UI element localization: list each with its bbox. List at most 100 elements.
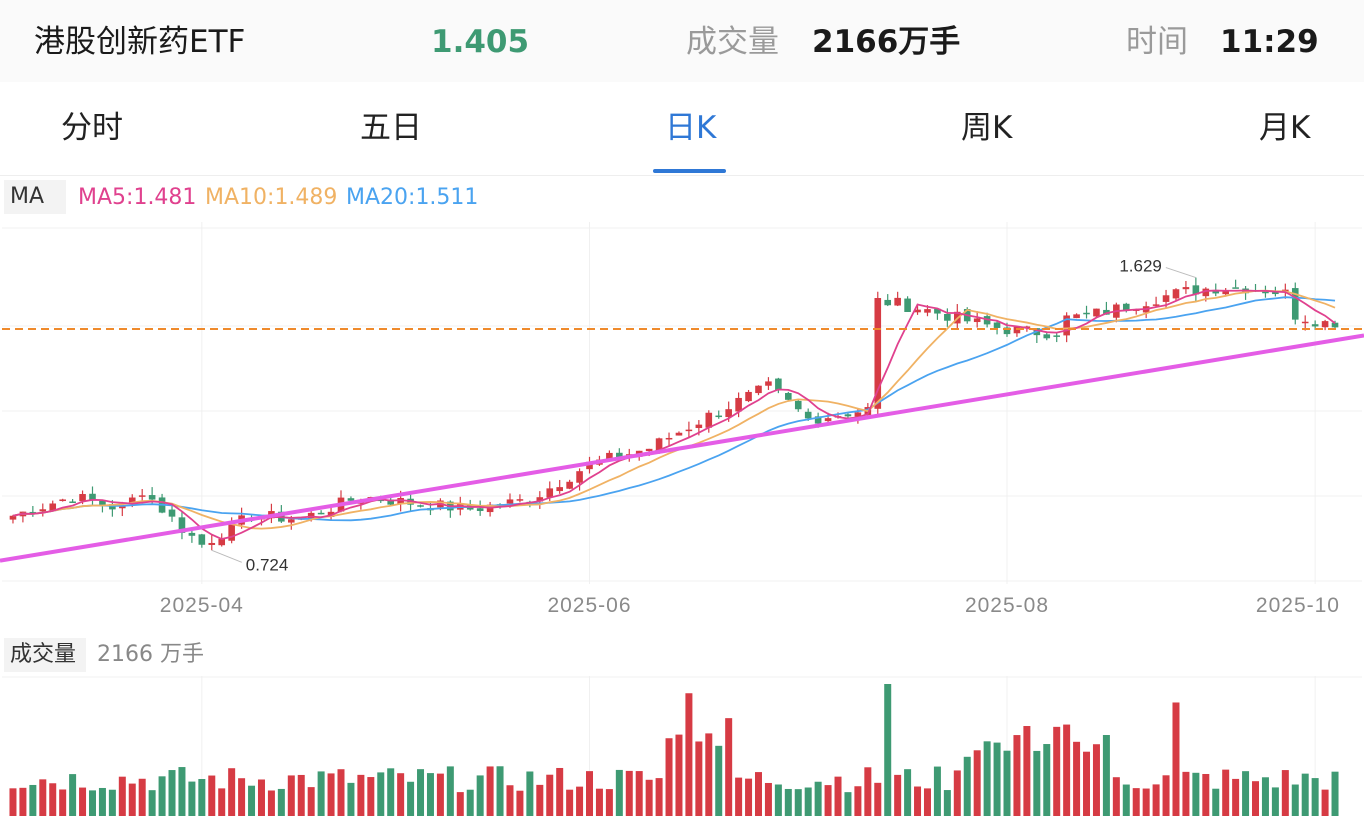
volume-bar-down [884,684,892,816]
candle-up [645,448,653,452]
candle-up [745,391,752,402]
volume-bar-up [605,789,613,816]
tab-daily-k[interactable]: 日K [665,110,717,146]
candlestick-chart[interactable]: 1.629 0.724 2025-04 2025-06 2025-08 2025-10 [0,218,1364,630]
current-price: 1.405 [431,24,530,60]
candle-down [934,308,941,314]
volume-total: 2166 万手 [97,642,204,667]
volume-bar-up [327,773,335,816]
candle-down [69,501,76,503]
volume-bar-down [148,790,156,816]
volume-bar-up [576,786,584,816]
low-label: 0.724 [246,555,289,574]
volume-bar-down [1261,777,1269,816]
volume-bar-down [943,790,951,816]
candle-up [128,497,136,504]
candle-down [775,378,782,391]
candle-down [387,499,395,505]
tab-five-day[interactable]: 五日 [360,110,422,146]
candle-down [814,416,822,424]
volume-bar-down [715,745,723,816]
volume-bar-down [904,769,912,816]
volume-bar-up [1321,789,1329,816]
volume-bar-down [188,781,196,816]
volume-bar-down [377,772,385,816]
candle-down [1103,309,1110,315]
volume-bar-down [1331,771,1339,816]
candle-up [536,497,544,502]
volume-bar-up [1281,770,1289,816]
volume-bar-up [1252,781,1260,816]
candle-up [1063,315,1070,336]
volume-bar-up [49,783,57,816]
candle-up [1152,304,1160,306]
volume-bar-down [446,766,454,816]
candle-down [417,505,424,507]
ma5-line [12,289,1336,540]
volume-bar-up [19,787,27,816]
period-tabs: 分时 五日 日K 周K 月K [0,82,1364,176]
volume-bar-up [1172,702,1180,816]
volume-bar-up [675,734,683,816]
candle-down [1262,291,1269,294]
volume-bar-up [228,768,236,816]
volume-bar-down [1192,772,1200,816]
candle-up [218,538,226,546]
tab-monthly-k[interactable]: 月K [1259,110,1311,146]
volume-bar-down [1212,788,1220,816]
volume-bar-down [178,767,186,816]
time-label: 时间 [1126,24,1188,60]
candle-up [1222,290,1229,295]
volume-bar-up [307,787,315,816]
volume-bar-up [536,784,544,816]
candle-up [566,481,573,489]
volume-chart[interactable] [0,676,1364,834]
volume-bar-up [486,766,494,816]
candle-up [119,505,126,509]
candle-up [655,438,663,452]
candle-up [765,381,772,386]
volume-bar-down [88,790,96,816]
candle-up [228,521,235,541]
candle-up [755,385,762,394]
candle-up [39,509,47,512]
volume-bar-down [1043,744,1051,816]
candle-down [1311,324,1319,327]
moving-averages [12,289,1336,540]
volume-selector[interactable]: 成交量 [4,638,86,672]
candle-up [606,452,613,460]
candle-up [874,298,882,409]
volume-bar-up [1232,778,1240,816]
candle-down [1003,327,1011,335]
volume-value: 2166万手 [812,24,961,60]
tab-weekly-k[interactable]: 周K [961,110,1013,146]
volume-bar-up [914,786,922,816]
volume-bar-down [814,781,822,816]
candle-down [1272,291,1279,295]
volume-bar-down [168,770,176,816]
volume-bar-down [277,788,285,816]
volume-bar-down [1311,778,1319,816]
candle-down [1291,288,1299,320]
candle-down [884,299,892,306]
candle-down [198,534,206,545]
candle-up [894,297,901,306]
volume-bar-down [69,774,77,816]
candle-down [944,314,951,321]
volume-bar-up [138,778,146,816]
ma-selector[interactable]: MA [4,180,66,214]
volume-bar-down [615,769,623,816]
candle-down [317,512,325,515]
quote-header: 港股创新药ETF 1.405 成交量 2166万手 时间 11:29 [0,0,1364,82]
volume-bar-down [29,784,37,816]
volume-bar-up [735,777,743,816]
candle-down [178,517,186,533]
candle-up [59,499,66,502]
drawn-lines [0,327,1364,563]
tab-intraday[interactable]: 分时 [61,110,123,146]
candle-down [148,495,156,500]
volume-bar-up [297,774,305,816]
volume-bar-down [98,787,106,816]
candle-down [168,509,176,517]
volume-bar-up [1152,784,1160,816]
